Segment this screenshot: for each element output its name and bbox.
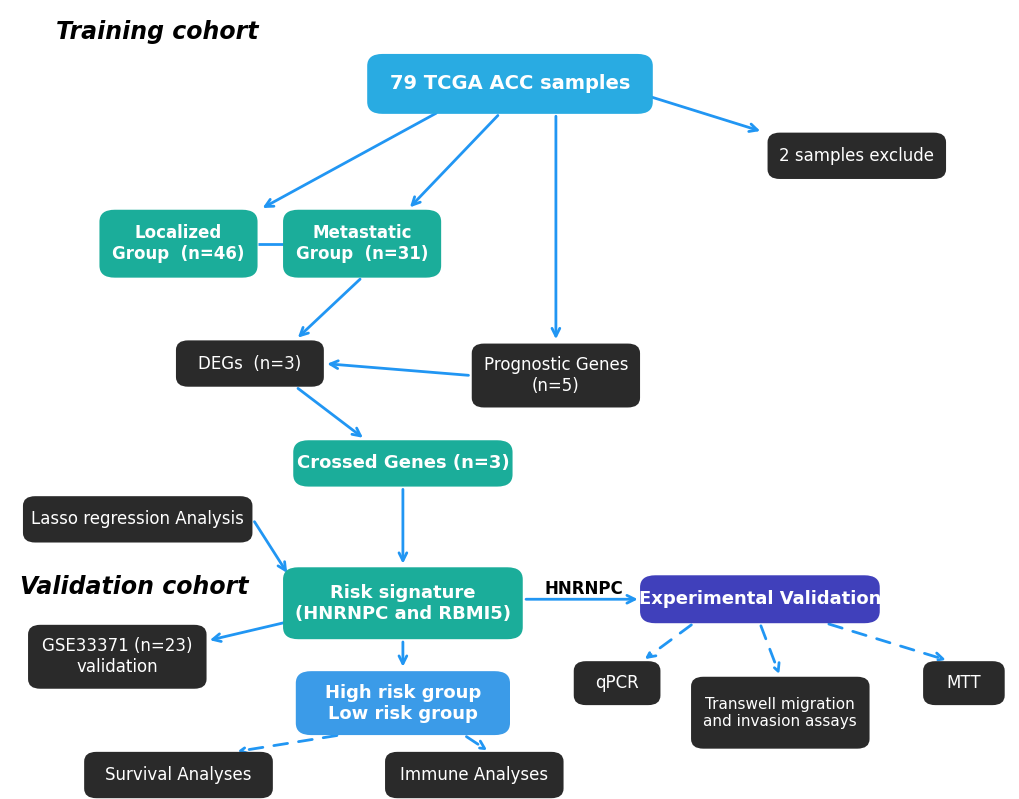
Text: 2 samples exclude: 2 samples exclude	[779, 147, 933, 165]
Text: GSE33371 (n=23)
validation: GSE33371 (n=23) validation	[42, 638, 193, 676]
Text: Metastatic
Group  (n=31): Metastatic Group (n=31)	[296, 225, 428, 263]
Text: Experimental Validation: Experimental Validation	[638, 590, 880, 608]
FancyBboxPatch shape	[691, 677, 869, 749]
Text: Crossed Genes (n=3): Crossed Genes (n=3)	[297, 455, 508, 472]
FancyBboxPatch shape	[175, 340, 324, 387]
FancyBboxPatch shape	[766, 133, 946, 179]
Text: Survival Analyses: Survival Analyses	[105, 766, 252, 784]
FancyBboxPatch shape	[296, 671, 510, 735]
Text: Transwell migration
and invasion assays: Transwell migration and invasion assays	[703, 697, 856, 729]
Text: Prognostic Genes
(n=5): Prognostic Genes (n=5)	[483, 356, 628, 395]
FancyBboxPatch shape	[293, 440, 513, 487]
FancyBboxPatch shape	[640, 575, 878, 623]
Text: 79 TCGA ACC samples: 79 TCGA ACC samples	[389, 74, 630, 93]
FancyBboxPatch shape	[29, 625, 206, 689]
Text: High risk group
Low risk group: High risk group Low risk group	[324, 684, 481, 722]
FancyBboxPatch shape	[99, 210, 257, 278]
Text: Risk signature
(HNRNPC and RBMI5): Risk signature (HNRNPC and RBMI5)	[294, 584, 511, 622]
Text: Immune Analyses: Immune Analyses	[399, 766, 548, 784]
FancyBboxPatch shape	[471, 344, 640, 407]
Text: DEGs  (n=3): DEGs (n=3)	[198, 355, 302, 372]
Text: HNRNPC: HNRNPC	[543, 580, 623, 598]
FancyBboxPatch shape	[367, 54, 652, 113]
Text: Validation cohort: Validation cohort	[20, 575, 249, 599]
FancyBboxPatch shape	[385, 752, 564, 798]
FancyBboxPatch shape	[283, 210, 440, 278]
Text: qPCR: qPCR	[595, 674, 638, 692]
Text: MTT: MTT	[946, 674, 980, 692]
Text: Localized
Group  (n=46): Localized Group (n=46)	[112, 225, 245, 263]
FancyBboxPatch shape	[283, 567, 522, 639]
Text: Lasso regression Analysis: Lasso regression Analysis	[32, 511, 244, 528]
Text: Training cohort: Training cohort	[56, 20, 259, 44]
FancyBboxPatch shape	[23, 496, 253, 543]
FancyBboxPatch shape	[573, 662, 660, 706]
FancyBboxPatch shape	[922, 662, 1004, 706]
FancyBboxPatch shape	[84, 752, 272, 798]
